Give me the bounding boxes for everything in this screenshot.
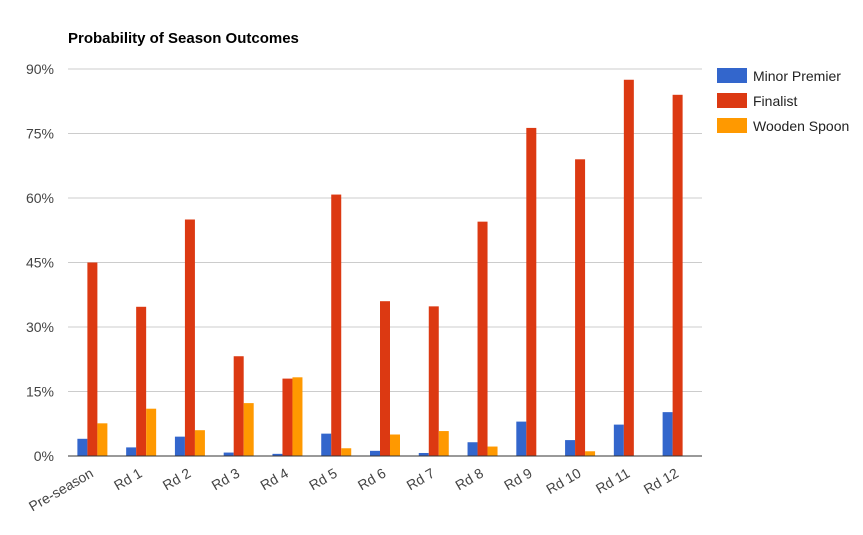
bar-minor-premier[interactable] bbox=[370, 450, 380, 456]
legend-swatch bbox=[717, 118, 747, 133]
legend: Minor Premier Finalist Wooden Spoon bbox=[717, 68, 849, 134]
x-tick-label: Rd 12 bbox=[641, 465, 682, 498]
bar-wooden-spoon[interactable] bbox=[390, 434, 400, 457]
bar-finalist[interactable] bbox=[233, 356, 244, 456]
legend-swatch bbox=[717, 68, 747, 83]
bar-minor-premier[interactable] bbox=[77, 438, 88, 456]
bar-minor-premier[interactable] bbox=[662, 412, 673, 456]
y-tick-label: 90% bbox=[26, 61, 54, 77]
bar-minor-premier[interactable] bbox=[321, 433, 332, 456]
legend-label: Minor Premier bbox=[753, 68, 841, 84]
bar-minor-premier[interactable] bbox=[516, 421, 527, 456]
y-tick-label: 0% bbox=[34, 448, 54, 464]
bar-finalist[interactable] bbox=[136, 306, 147, 456]
x-tick-label: Rd 4 bbox=[257, 465, 291, 494]
y-tick-label: 45% bbox=[26, 255, 54, 271]
bar-wooden-spoon[interactable] bbox=[438, 431, 449, 456]
bar-wooden-spoon[interactable] bbox=[585, 451, 596, 456]
y-tick-label: 60% bbox=[26, 190, 54, 206]
bar-wooden-spoon[interactable] bbox=[341, 448, 352, 456]
bar-finalist[interactable] bbox=[575, 159, 586, 457]
bar-wooden-spoon[interactable] bbox=[292, 377, 303, 456]
legend-label: Finalist bbox=[753, 93, 797, 109]
bar-finalist[interactable] bbox=[87, 262, 98, 457]
bar-minor-premier[interactable] bbox=[467, 442, 478, 456]
bar-finalist[interactable] bbox=[672, 94, 683, 457]
bar-minor-premier[interactable] bbox=[223, 452, 234, 456]
x-tick-label: Rd 1 bbox=[111, 465, 145, 494]
bar-finalist[interactable] bbox=[477, 221, 488, 456]
x-tick-label: Rd 5 bbox=[306, 465, 340, 494]
bar-minor-premier[interactable] bbox=[565, 440, 576, 456]
bar-finalist[interactable] bbox=[184, 219, 195, 457]
x-tick-label: Rd 2 bbox=[160, 465, 194, 494]
bar-minor-premier[interactable] bbox=[126, 447, 137, 456]
x-tick-label: Rd 7 bbox=[404, 465, 438, 494]
legend-label: Wooden Spoon bbox=[753, 118, 849, 134]
x-tick-label: Rd 3 bbox=[209, 465, 243, 494]
bar-finalist[interactable] bbox=[380, 301, 390, 456]
x-tick-label: Rd 11 bbox=[593, 465, 633, 497]
x-tick-label: Pre-season bbox=[26, 465, 96, 515]
chart-title: Probability of Season Outcomes bbox=[68, 30, 299, 47]
bar-wooden-spoon[interactable] bbox=[97, 423, 108, 456]
y-tick-label: 75% bbox=[26, 126, 54, 142]
bar-minor-premier[interactable] bbox=[174, 436, 185, 456]
y-tick-label: 15% bbox=[26, 384, 54, 400]
legend-swatch bbox=[717, 93, 747, 108]
bar-minor-premier[interactable] bbox=[272, 453, 283, 456]
bar-wooden-spoon[interactable] bbox=[146, 408, 157, 456]
bar-finalist[interactable] bbox=[282, 378, 293, 456]
x-tick-label: Rd 9 bbox=[501, 465, 535, 494]
bar-minor-premier[interactable] bbox=[613, 424, 624, 456]
bar-wooden-spoon[interactable] bbox=[487, 446, 498, 456]
bar-minor-premier[interactable] bbox=[418, 452, 429, 456]
bar-finalist[interactable] bbox=[331, 194, 342, 456]
x-tick-label: Rd 8 bbox=[452, 465, 486, 494]
x-tick-label: Rd 10 bbox=[543, 465, 584, 498]
bar-finalist[interactable] bbox=[428, 306, 439, 456]
y-axis-ticks: 0% 15% 30% 45% 60% 75% 90% bbox=[26, 61, 54, 464]
bars bbox=[77, 79, 683, 457]
x-axis-ticks: Pre-season Rd 1 Rd 2 Rd 3 Rd 4 Rd 5 Rd 6 Rd 7 Rd… bbox=[26, 465, 681, 515]
x-tick-label: Rd 6 bbox=[355, 465, 389, 494]
gridlines bbox=[68, 68, 702, 392]
bar-wooden-spoon[interactable] bbox=[194, 430, 205, 456]
y-tick-label: 30% bbox=[26, 319, 54, 335]
bar-wooden-spoon[interactable] bbox=[243, 403, 254, 456]
bar-finalist[interactable] bbox=[623, 79, 634, 456]
bar-finalist[interactable] bbox=[526, 127, 537, 456]
